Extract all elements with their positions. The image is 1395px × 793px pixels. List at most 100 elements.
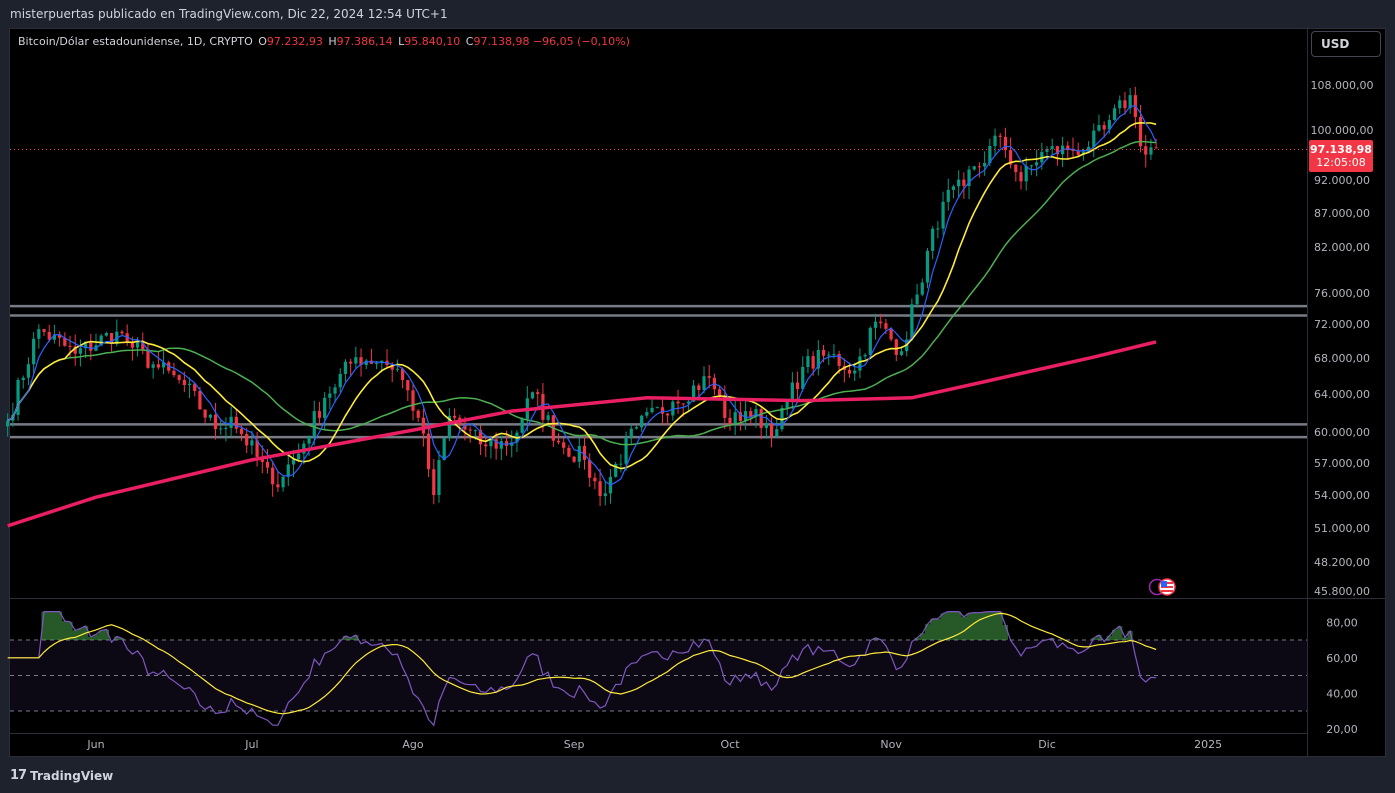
change-value: −96,05 (−0,10%): [532, 35, 630, 48]
candle: [338, 368, 342, 393]
rsi-tick-label: 40,00: [1326, 687, 1358, 700]
bottom-bar: 17 TradingView: [0, 760, 1395, 793]
candle: [359, 348, 363, 377]
candle: [1123, 92, 1127, 115]
ma-slow-line: [7, 140, 1157, 446]
candle: [426, 426, 431, 478]
published-caption: misterpuertas publicado en TradingView.c…: [10, 7, 448, 21]
symbol-title[interactable]: Bitcoin/Dólar estadounidense, 1D, CRYPTO: [18, 35, 253, 48]
candle: [151, 361, 155, 379]
rsi-overbought-fill: [41, 611, 1133, 640]
candle: [650, 399, 654, 414]
candle: [1102, 121, 1106, 138]
candle: [551, 414, 555, 448]
candle: [432, 459, 436, 505]
price-tick-label: 82.000,00: [1314, 241, 1370, 254]
close-value: 97.138,98: [473, 35, 530, 48]
candle: [16, 377, 20, 421]
candle: [707, 364, 711, 389]
candle: [666, 413, 670, 426]
candle: [245, 427, 249, 454]
candle: [790, 372, 794, 410]
ma-fast-line: [7, 105, 1157, 486]
events-flag-icon[interactable]: [1148, 578, 1180, 596]
high-label: H: [328, 35, 337, 48]
candle: [977, 162, 982, 178]
time-tick-label: Sep: [564, 738, 585, 751]
candle: [655, 406, 659, 409]
candle: [1112, 104, 1117, 121]
price-tick-label: 72.000,00: [1314, 318, 1370, 331]
candle: [73, 334, 77, 366]
low-value: 95.840,10: [404, 35, 461, 48]
candle: [738, 401, 743, 431]
rsi-line: [7, 611, 1157, 727]
currency-button[interactable]: USD: [1311, 31, 1381, 57]
candle: [879, 313, 883, 329]
candle: [286, 453, 290, 486]
candle: [624, 431, 628, 471]
rsi-ma-line: [7, 612, 1157, 715]
candle: [385, 349, 389, 368]
candle: [962, 172, 966, 199]
moving-averages: [7, 105, 1157, 528]
candle: [1024, 157, 1028, 191]
time-tick-label: Oct: [720, 738, 740, 751]
candle: [1154, 138, 1158, 149]
candle: [702, 366, 706, 394]
top-bar: misterpuertas publicado en TradingView.c…: [0, 0, 1395, 28]
candle: [354, 346, 358, 369]
candle: [931, 226, 935, 260]
price-tick-label: 92.000,00: [1314, 174, 1370, 187]
candle: [925, 248, 930, 289]
candle: [234, 409, 238, 434]
candle: [58, 331, 62, 347]
price-tick-label: 76.000,00: [1314, 287, 1370, 300]
candle: [468, 426, 472, 443]
candle: [146, 343, 150, 369]
candle: [556, 433, 561, 445]
candle: [894, 338, 898, 362]
candle: [213, 402, 218, 440]
candle: [764, 414, 768, 439]
candle: [889, 327, 893, 342]
candle: [1009, 137, 1013, 169]
candle: [863, 352, 867, 360]
candle: [858, 348, 862, 379]
candle: [873, 313, 878, 340]
close-label: C: [465, 35, 474, 48]
candle: [530, 391, 535, 400]
price-scale: 108.000,00 100.000,00 92.000,00 87.000,00 82…: [1311, 79, 1374, 598]
symbol-legend[interactable]: Bitcoin/Dólar estadounidense, 1D, CRYPTO…: [18, 35, 630, 48]
candle: [328, 386, 332, 410]
candle: [733, 400, 737, 436]
candle: [130, 336, 134, 361]
candle: [32, 332, 36, 375]
candle: [21, 375, 25, 389]
candlesticks: [6, 86, 1158, 507]
tradingview-brand[interactable]: 17 TradingView: [10, 768, 113, 783]
candle: [406, 379, 410, 402]
time-scale: Jun Jul Ago Sep Oct Nov Dic 2025: [86, 738, 1222, 751]
candle: [400, 367, 405, 389]
candle: [416, 409, 420, 423]
candle: [1128, 87, 1132, 114]
candle: [203, 409, 207, 423]
candle: [520, 417, 524, 435]
candle: [323, 392, 327, 430]
time-tick-label: Ago: [402, 738, 424, 751]
candle: [442, 436, 446, 461]
time-tick-label: 2025: [1194, 738, 1222, 751]
rsi-pane: 80,00 60,00 40,00 20,00: [7, 611, 1358, 736]
high-value: 97.386,14: [336, 35, 393, 48]
open-value: 97.232,93: [266, 35, 323, 48]
candle: [660, 396, 665, 425]
candle: [614, 461, 618, 478]
candle: [229, 406, 233, 437]
price-tick-label: 51.000,00: [1314, 522, 1370, 535]
candle: [1092, 123, 1096, 158]
current-price-label: 97.138,98 12:05:08: [1309, 140, 1373, 172]
candle: [177, 374, 181, 384]
candle: [634, 425, 639, 430]
